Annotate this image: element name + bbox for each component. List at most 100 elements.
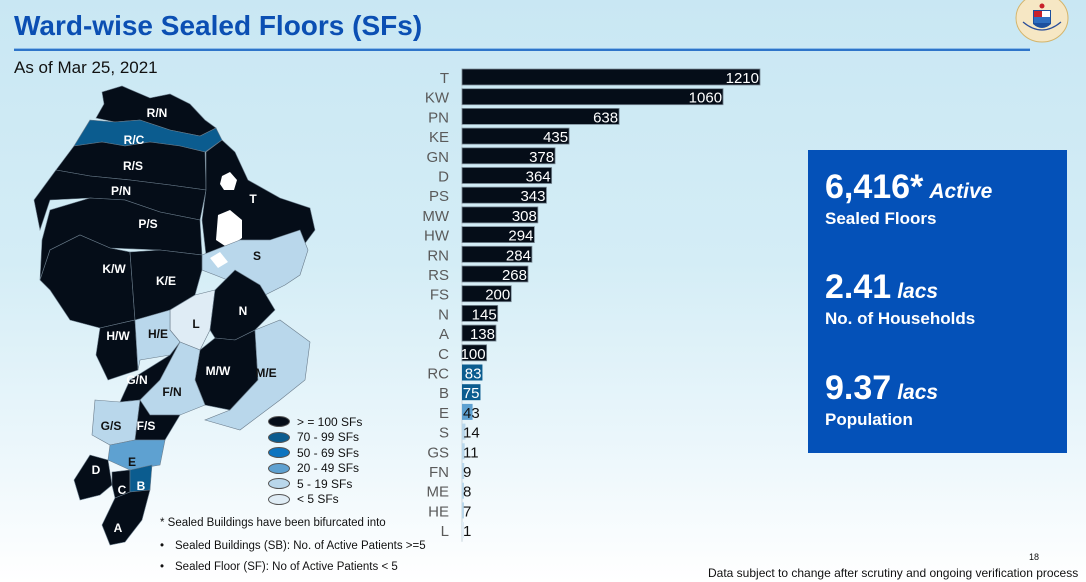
ward-e-region	[107, 439, 166, 471]
page-number: 18	[1029, 552, 1040, 562]
ward-label: L	[192, 317, 199, 331]
value-label: 308	[512, 208, 537, 225]
ward-label: K/E	[156, 274, 176, 288]
legend-item: 5 - 19 SFs	[268, 476, 362, 492]
bar-mw	[461, 206, 539, 224]
stat-unit: lacs	[897, 280, 939, 303]
ward-label: A	[114, 521, 123, 535]
legend-swatch	[268, 493, 290, 505]
value-label: 268	[502, 267, 527, 284]
bar-gn	[461, 147, 556, 165]
stat-value: 2.41	[825, 268, 892, 306]
stat-value: 6,416*	[825, 168, 924, 206]
bar-s	[462, 423, 466, 440]
legend-item: 50 - 69 SFs	[268, 445, 362, 461]
stat-population: 9.37 lacs Population	[825, 369, 938, 430]
bar-l	[462, 522, 464, 539]
ward-label: T	[249, 192, 257, 206]
value-label: 364	[526, 169, 551, 186]
bullet-sealed-floor: • Sealed Floor (SF): No of Active Patient…	[160, 561, 398, 573]
legend-swatch	[268, 478, 290, 490]
category-label: GS	[427, 444, 449, 461]
ward-map: R/NR/C R/S P/N P/S T S K/W K/E N L H/W H/E G/N F/N M/W…	[33, 85, 316, 546]
value-label: 75	[463, 385, 480, 402]
summary-stats-box: 6,416* Active Sealed Floors 2.41 lacs No. …	[808, 150, 1067, 453]
bullet-text: Sealed Floor (SF): No of Active Patients…	[175, 561, 398, 573]
page-title: Ward-wise Sealed Floors (SFs)	[14, 10, 423, 41]
category-label: RC	[427, 366, 449, 383]
category-label: B	[439, 385, 449, 402]
ward-label: N	[239, 304, 248, 318]
ward-label: E	[128, 455, 136, 469]
category-label: D	[438, 169, 449, 186]
bar-gs	[462, 443, 465, 460]
legend-swatch	[268, 416, 290, 428]
value-label: 378	[529, 149, 554, 166]
legend-label: 70 - 99 SFs	[297, 430, 360, 445]
bar-chart: T 1210 KW 1060 PN 638 KE 435 GN 378 D 364 PS 343 MW 308…	[422, 68, 761, 542]
t-white-patch-1	[220, 172, 237, 190]
bar-hw	[461, 226, 535, 244]
value-label: 1	[463, 523, 471, 540]
ward-d-region	[73, 454, 113, 501]
footnote: * Sealed Buildings have been bifurcated …	[160, 517, 386, 529]
category-label: HE	[428, 503, 449, 520]
ward-label: P/S	[138, 217, 157, 231]
bar-ke	[461, 127, 570, 145]
bar-ps	[461, 186, 547, 204]
municipal-seal-logo	[1015, 0, 1069, 43]
value-label: 100	[461, 346, 486, 363]
ward-label: R/C	[124, 133, 145, 147]
ward-label: G/S	[101, 419, 122, 433]
bar-pn	[461, 108, 620, 125]
bar-c	[461, 344, 488, 362]
legend-label: < 5 SFs	[297, 492, 339, 507]
disclaimer: Data subject to change after scrutiny an…	[708, 566, 1079, 580]
category-label: T	[440, 70, 449, 87]
legend-item: > = 100 SFs	[268, 414, 362, 430]
value-label: 284	[506, 247, 531, 264]
value-label: 638	[593, 109, 618, 126]
ward-fs-region	[134, 399, 181, 441]
ward-label: P/N	[111, 184, 131, 198]
value-label: 11	[463, 444, 479, 461]
category-label: N	[438, 306, 449, 323]
legend-label: 5 - 19 SFs	[297, 476, 353, 491]
category-label: A	[439, 326, 449, 343]
stat-label: Population	[825, 410, 913, 429]
bullet-sealed-buildings: • Sealed Buildings (SB): No. of Active Pa…	[160, 540, 426, 552]
bar-kw	[461, 88, 724, 106]
value-label: 83	[465, 366, 482, 383]
category-label: KE	[429, 129, 449, 146]
legend-label: > = 100 SFs	[297, 414, 363, 429]
value-label: 7	[463, 503, 471, 520]
category-label: RS	[428, 267, 449, 284]
bullet-text: Sealed Buildings (SB): No. of Active Pat…	[175, 540, 426, 552]
bar-rc	[462, 364, 483, 381]
bar-a	[461, 324, 497, 342]
stat-sealed-floors: 6,416* Active Sealed Floors	[825, 168, 992, 229]
ward-me-region	[204, 319, 311, 431]
ward-hw-region	[95, 319, 139, 381]
category-label: HW	[424, 228, 450, 245]
category-label: E	[439, 405, 449, 422]
bar-t	[461, 68, 761, 86]
stat-households: 2.41 lacs No. of Households	[825, 268, 975, 329]
stat-label: Sealed Floors	[825, 209, 937, 228]
ward-label: C	[118, 483, 127, 497]
legend-swatch	[268, 462, 290, 474]
category-label: L	[441, 523, 449, 540]
value-label: 435	[543, 129, 568, 146]
ward-label: B	[137, 479, 146, 493]
category-label: ME	[427, 484, 450, 501]
stat-value: 9.37	[825, 369, 892, 407]
legend-item: 20 - 49 SFs	[268, 461, 362, 477]
value-label: 43	[463, 405, 480, 422]
ward-label: S	[253, 249, 261, 263]
bar-e	[462, 403, 473, 420]
stat-unit: lacs	[897, 381, 939, 404]
value-label: 145	[472, 306, 497, 323]
ward-label: K/W	[102, 262, 126, 276]
t-white-patch-2	[216, 210, 242, 248]
value-label: 200	[485, 287, 510, 304]
